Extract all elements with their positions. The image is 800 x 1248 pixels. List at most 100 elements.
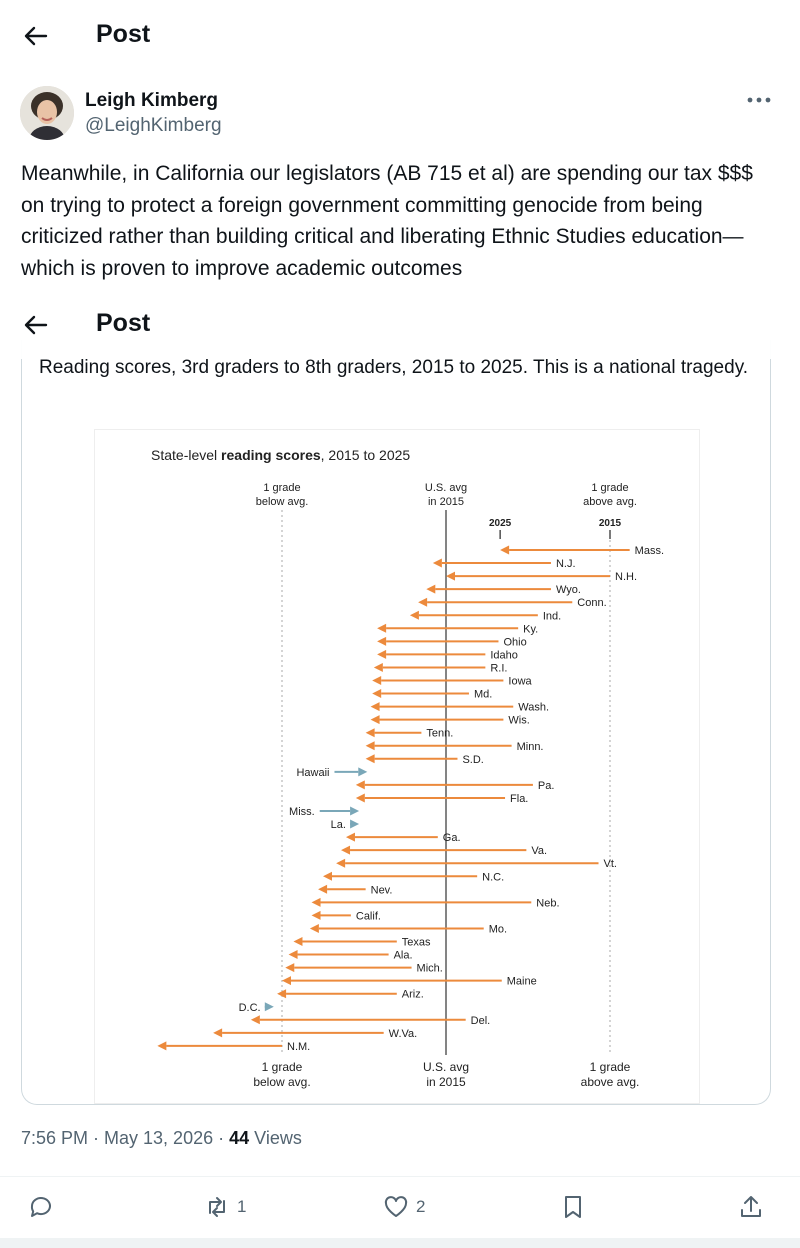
share-button[interactable] (737, 1193, 765, 1221)
change-arrowhead (264, 1002, 274, 1012)
chart-row: D.C. (239, 1002, 274, 1014)
chart-row: Vt. (336, 858, 617, 870)
state-label: Mass. (635, 545, 664, 557)
state-label: N.J. (556, 558, 576, 570)
quoted-post-text: Reading scores, 3rd graders to 8th grade… (39, 357, 749, 378)
state-label: Vt. (604, 858, 617, 870)
state-label: Ohio (503, 636, 526, 648)
state-label: Iowa (508, 676, 532, 688)
change-arrowhead (372, 676, 382, 685)
chart-row: Hawaii (296, 767, 368, 779)
chart-row: Texas (293, 937, 431, 949)
axis-label-bottom-left: 1 grade (262, 1060, 303, 1074)
change-arrowhead (358, 767, 368, 777)
chart-row: Ariz. (277, 989, 424, 1001)
state-label: Ind. (543, 610, 561, 622)
axis-label-bottom-center: in 2015 (426, 1075, 466, 1089)
state-label: Ga. (443, 832, 461, 844)
reply-button[interactable] (27, 1193, 61, 1221)
chart-row: Miss. (289, 806, 360, 818)
axis-label-bottom-right: 1 grade (590, 1060, 631, 1074)
change-arrowhead (418, 597, 428, 607)
axis-label-top-right: above avg. (583, 496, 637, 508)
state-label: Neb. (536, 897, 559, 909)
retweet-count: 1 (237, 1197, 247, 1216)
change-arrowhead (426, 584, 436, 594)
reply-icon (30, 1197, 51, 1217)
chart-row: Va. (341, 845, 547, 857)
axis-label-bottom-right: above avg. (581, 1075, 640, 1089)
state-label: N.H. (615, 571, 637, 583)
change-arrowhead (409, 610, 419, 620)
back-arrow-icon[interactable] (22, 22, 50, 50)
chart-row: Calif. (311, 910, 381, 922)
state-label: Idaho (490, 649, 518, 661)
chart-row: Ala. (288, 950, 413, 962)
author-name[interactable]: Leigh Kimberg (85, 90, 219, 111)
change-arrowhead (365, 741, 375, 751)
state-label: Del. (471, 1015, 491, 1027)
state-label: W.Va. (389, 1028, 418, 1040)
state-label: Ariz. (402, 989, 424, 1001)
state-label: La. (331, 819, 346, 831)
post-timestamp[interactable]: 7:56 PM · May 13, 2026 · (21, 1128, 230, 1148)
chart-row: N.M. (157, 1041, 310, 1053)
state-label: D.C. (239, 1002, 261, 1014)
axis-label-top-center: U.S. avg (425, 482, 467, 494)
views-label: Views (249, 1128, 302, 1148)
change-arrowhead (432, 558, 442, 568)
year-label-2015: 2015 (599, 518, 622, 529)
change-arrowhead (350, 819, 360, 829)
change-arrowhead (318, 884, 328, 894)
change-arrowhead (311, 910, 321, 920)
back-arrow-icon[interactable] (22, 311, 50, 339)
axis-label-top-center: in 2015 (428, 496, 464, 508)
chart-row: R.I. (373, 662, 507, 674)
quoted-post-card[interactable]: Reading scores, 3rd graders to 8th grade… (21, 340, 771, 1105)
change-arrowhead (293, 937, 303, 946)
chart-row: Ky. (377, 623, 538, 635)
chart-row: Mich. (285, 963, 443, 975)
retweet-button[interactable]: 1 (203, 1193, 246, 1221)
action-bar: 1 2 (0, 1176, 800, 1238)
more-icon[interactable] (746, 94, 772, 106)
state-label: Miss. (289, 806, 315, 818)
chart-row: Md. (372, 689, 492, 701)
state-label: Conn. (577, 597, 606, 609)
like-button[interactable]: 2 (382, 1193, 425, 1221)
chart-row: Mo. (309, 923, 507, 935)
state-label: Maine (507, 976, 537, 988)
change-arrowhead (377, 649, 387, 659)
chart-row: Iowa (372, 676, 533, 688)
bookmark-button[interactable] (559, 1193, 587, 1221)
axis-label-top-right: 1 grade (591, 482, 628, 494)
state-label: Wyo. (556, 584, 581, 596)
chart-row: Fla. (355, 793, 528, 805)
year-label-2025: 2025 (489, 518, 512, 529)
chart-row: Del. (250, 1015, 491, 1027)
change-arrowhead (288, 950, 298, 960)
chart-row: Idaho (377, 649, 518, 661)
change-arrowhead (157, 1041, 167, 1051)
chart-row: Wis. (370, 715, 530, 727)
heart-icon (384, 1196, 408, 1217)
chart-row: W.Va. (213, 1028, 417, 1040)
change-arrowhead (355, 780, 365, 790)
author-handle[interactable]: @LeighKimberg (85, 115, 222, 136)
state-label: Va. (531, 845, 547, 857)
axis-label-top-left: 1 grade (263, 482, 300, 494)
change-arrowhead (446, 571, 455, 581)
chart-row: Mass. (500, 545, 664, 557)
chart-row: Nev. (318, 884, 392, 896)
chart-image[interactable]: State-level reading scores, 2015 to 2025… (94, 429, 700, 1104)
state-label: Ala. (394, 950, 413, 962)
chart-row: Wyo. (426, 584, 581, 596)
change-arrowhead (323, 871, 332, 881)
change-arrowhead (365, 728, 375, 738)
change-arrowhead (370, 702, 380, 712)
avatar[interactable] (20, 86, 74, 140)
overlay-page-title: Post (96, 309, 151, 337)
state-label: R.I. (490, 662, 507, 674)
change-arrowhead (282, 976, 291, 986)
chart-row: Maine (282, 976, 537, 988)
